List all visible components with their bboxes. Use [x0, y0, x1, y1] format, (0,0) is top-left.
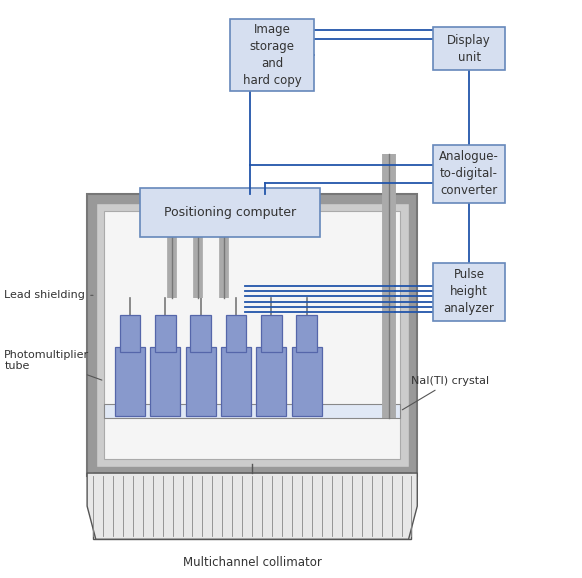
Text: Multichannel collimator: Multichannel collimator [183, 555, 322, 569]
Text: Positioning computer: Positioning computer [164, 206, 296, 219]
Bar [93, 473, 411, 539]
Bar [221, 347, 251, 416]
Text: Photomultiplier
tube: Photomultiplier tube [4, 350, 102, 380]
Bar [150, 347, 180, 416]
Bar [105, 404, 400, 418]
Bar [115, 347, 145, 416]
Text: Pulse
height
analyzer: Pulse height analyzer [443, 268, 495, 316]
Bar [105, 212, 400, 459]
Bar [155, 315, 176, 352]
Bar [87, 194, 417, 476]
Text: Image
storage
and
hard copy: Image storage and hard copy [243, 23, 301, 87]
Bar [226, 315, 246, 352]
Bar [296, 315, 317, 352]
Text: Analogue-
to-digital-
converter: Analogue- to-digital- converter [439, 150, 499, 198]
Bar [119, 315, 140, 352]
Text: NaI(Tl) crystal: NaI(Tl) crystal [402, 376, 489, 410]
Bar [256, 347, 286, 416]
Bar [96, 203, 409, 468]
Polygon shape [87, 473, 417, 539]
Bar [230, 18, 314, 91]
Bar [433, 145, 505, 203]
Bar [433, 27, 505, 71]
Bar [292, 347, 322, 416]
Bar [186, 347, 216, 416]
Bar [433, 263, 505, 321]
Bar [190, 315, 211, 352]
Text: Lead shielding: Lead shielding [4, 290, 93, 301]
Text: Display
unit: Display unit [447, 34, 491, 64]
Bar [140, 188, 320, 237]
Bar [261, 315, 282, 352]
